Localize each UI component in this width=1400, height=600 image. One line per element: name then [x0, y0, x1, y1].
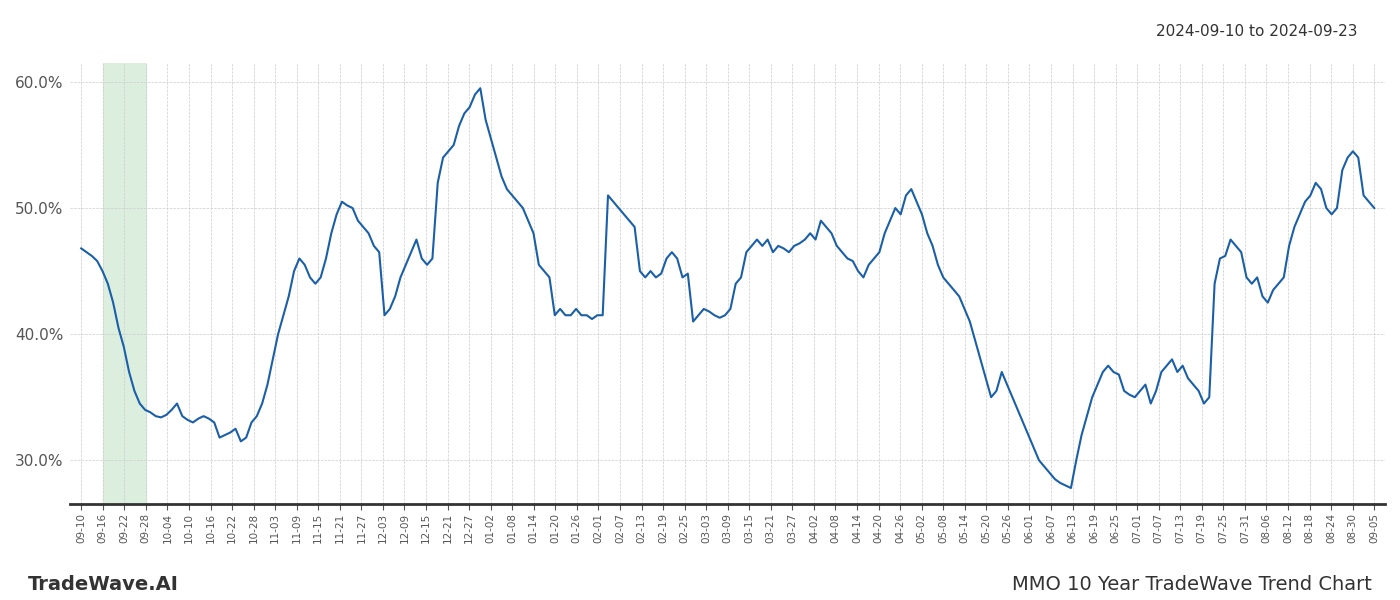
Bar [102, 63, 146, 505]
Text: TradeWave.AI: TradeWave.AI [28, 575, 179, 594]
Text: MMO 10 Year TradeWave Trend Chart: MMO 10 Year TradeWave Trend Chart [1012, 575, 1372, 594]
Text: 2024-09-10 to 2024-09-23: 2024-09-10 to 2024-09-23 [1156, 24, 1358, 39]
